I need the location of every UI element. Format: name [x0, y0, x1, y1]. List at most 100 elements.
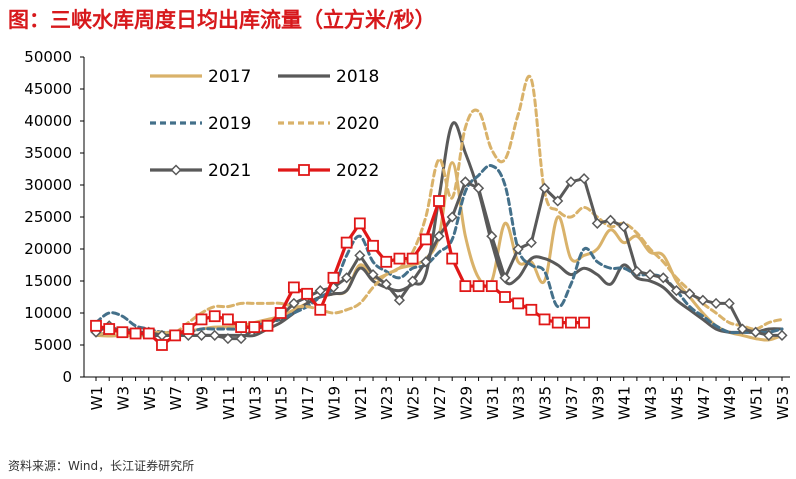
- data-point-2022: [169, 329, 182, 342]
- y-tick-label: 35000: [24, 144, 72, 162]
- data-point-2021: [578, 173, 590, 185]
- data-point-2021: [195, 329, 208, 341]
- data-point-2022: [499, 291, 511, 303]
- data-point-2022: [103, 323, 116, 335]
- data-point-2021: [499, 272, 511, 284]
- x-tick-label: W21: [352, 386, 370, 420]
- data-point-2021: [512, 243, 524, 255]
- data-point-2022: [485, 280, 498, 293]
- data-point-2022: [327, 271, 340, 284]
- data-point-2022: [129, 327, 142, 340]
- x-tick-label: W47: [695, 386, 713, 420]
- x-tick-label: W19: [325, 386, 343, 420]
- legend-item-2017: 2017: [150, 67, 251, 87]
- data-point-2022: [195, 313, 208, 326]
- legend-marker-2021: [170, 164, 182, 176]
- data-point-2022: [287, 281, 300, 294]
- data-point-2021: [684, 288, 696, 300]
- y-tick-label: 10000: [24, 304, 72, 322]
- x-tick-label: W11: [220, 386, 238, 420]
- data-point-2021: [235, 333, 247, 345]
- data-point-2022: [301, 287, 313, 300]
- x-tick-label: W15: [273, 386, 291, 420]
- series-2020: [94, 74, 784, 337]
- data-point-2021: [670, 285, 683, 297]
- series-layer: [90, 74, 788, 351]
- x-tick-label: W27: [431, 386, 449, 420]
- x-tick-label: W53: [774, 386, 792, 420]
- data-point-2022: [446, 252, 459, 265]
- legend-label-2018: 2018: [336, 67, 379, 87]
- data-point-2022: [208, 310, 221, 323]
- data-point-2021: [341, 272, 353, 284]
- y-tick-label: 0: [62, 368, 72, 386]
- x-tick-label: W45: [668, 386, 686, 420]
- data-point-2022: [142, 327, 155, 340]
- data-point-2022: [565, 316, 577, 329]
- data-point-2022: [551, 316, 564, 329]
- data-point-2021: [631, 265, 643, 277]
- x-tick-label: W41: [616, 386, 634, 420]
- data-point-2021: [736, 323, 748, 335]
- data-point-2021: [618, 221, 630, 233]
- legend-item-2020: 2020: [278, 114, 379, 134]
- x-tick-label: W5: [141, 386, 159, 410]
- axes: 0 5000 10000 15000 20000 25000 30000 35000 40000…: [24, 48, 792, 420]
- data-point-2021: [486, 230, 498, 242]
- legend-label-2021: 2021: [208, 161, 251, 181]
- legend-item-2022: 2022: [278, 161, 379, 181]
- data-point-2022: [406, 252, 419, 265]
- data-point-2022: [472, 280, 485, 293]
- data-point-2021: [367, 269, 379, 281]
- data-point-2021: [750, 326, 762, 338]
- x-tick-label: W25: [405, 386, 423, 420]
- legend-item-2021: 2021: [150, 161, 251, 181]
- x-tick-label: W23: [378, 386, 396, 420]
- series-line-2020: [94, 74, 784, 337]
- data-point-2022: [353, 217, 366, 230]
- data-point-2022: [340, 236, 353, 249]
- data-point-2021: [420, 256, 432, 268]
- data-point-2022: [380, 255, 393, 268]
- y-tick-label: 5000: [34, 336, 72, 354]
- data-point-2022: [419, 233, 432, 246]
- data-point-2022: [314, 303, 327, 316]
- data-point-2021: [525, 237, 537, 249]
- data-point-2021: [407, 275, 419, 287]
- x-tick-label: W33: [510, 386, 528, 420]
- data-point-2021: [354, 249, 366, 261]
- data-point-2022: [433, 195, 445, 207]
- data-point-2021: [710, 297, 722, 309]
- data-point-2022: [367, 239, 379, 252]
- series-2022: [90, 195, 591, 351]
- legend-label-2022: 2022: [336, 161, 379, 181]
- y-tick-label: 25000: [24, 208, 72, 226]
- data-point-2022: [578, 316, 591, 329]
- data-point-2021: [697, 294, 709, 306]
- source-note: 资料来源：Wind，长江证券研究所: [8, 459, 195, 473]
- x-tick-label: W43: [642, 386, 660, 420]
- legend-item-2018: 2018: [278, 67, 379, 87]
- legend-label-2020: 2020: [336, 114, 379, 134]
- data-point-2021: [565, 176, 577, 188]
- data-point-2022: [116, 326, 129, 339]
- y-tick-label: 50000: [24, 48, 72, 66]
- data-point-2022: [538, 313, 551, 326]
- data-point-2022: [261, 319, 274, 332]
- data-point-2021: [776, 329, 788, 341]
- x-tick-label: W1: [88, 386, 106, 410]
- data-point-2021: [459, 176, 471, 188]
- y-tick-label: 15000: [24, 272, 72, 290]
- x-tick-label: W39: [589, 386, 607, 420]
- data-point-2022: [393, 252, 406, 265]
- legend-label-2017: 2017: [208, 67, 251, 87]
- x-tick-label: W37: [563, 386, 581, 420]
- y-tick-label: 20000: [24, 240, 72, 258]
- data-point-2022: [90, 319, 102, 332]
- legend: 2017 2018 2019 2020 2021 2022: [150, 67, 379, 181]
- x-tick-label: W3: [114, 386, 132, 410]
- legend-label-2019: 2019: [208, 114, 251, 134]
- data-point-2022: [248, 321, 261, 333]
- data-point-2021: [222, 333, 234, 345]
